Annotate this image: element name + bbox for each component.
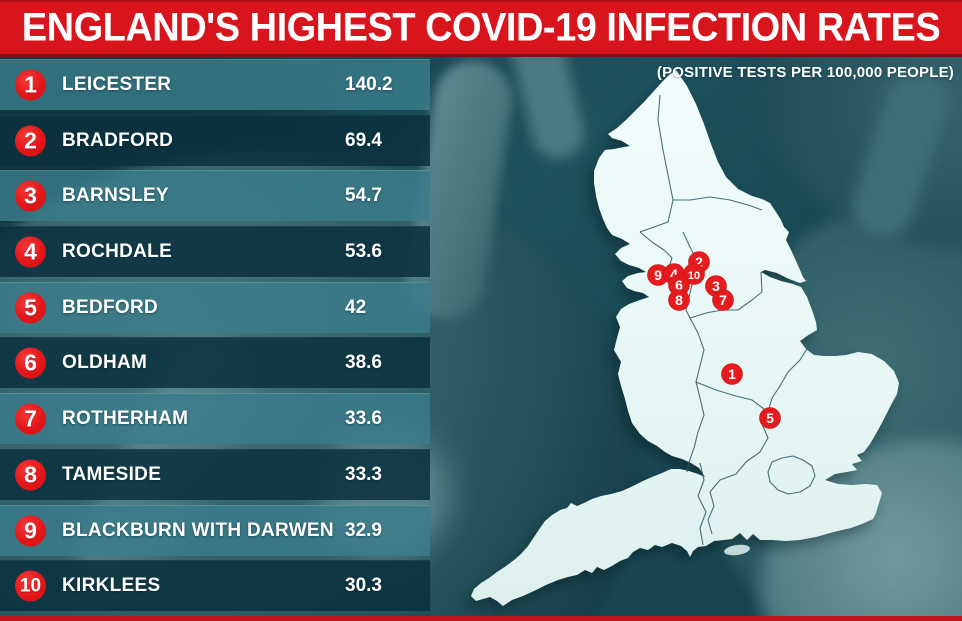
marker-number: 5 (766, 410, 774, 426)
infection-rate: 54.7 (345, 185, 382, 207)
rank-row-3: 3 BARNSLEY 54.7 (0, 170, 430, 222)
title-banner: ENGLAND'S HIGHEST COVID-19 INFECTION RAT… (0, 0, 962, 57)
area-name: BARNSLEY (62, 185, 169, 207)
page-title: ENGLAND'S HIGHEST COVID-19 INFECTION RAT… (21, 5, 941, 50)
area-name: ROTHERHAM (62, 408, 189, 430)
marker-number: 7 (719, 292, 727, 308)
infection-rate: 42 (345, 296, 367, 318)
marker-number: 8 (675, 292, 683, 308)
rank-row-2: 2 BRADFORD 69.4 (0, 114, 430, 166)
rank-row-5: 5 BEDFORD 42 (0, 281, 430, 333)
infection-rate: 69.4 (345, 129, 382, 151)
marker-number: 4 (670, 266, 678, 282)
rank-badge: 9 (15, 515, 46, 546)
infection-rate: 53.6 (345, 241, 382, 263)
rank-row-1: 1 LEICESTER 140.2 (0, 59, 430, 110)
area-name: BLACKBURN WITH DARWEN (62, 519, 334, 541)
infection-rate: 32.9 (345, 519, 382, 541)
marker-circle (668, 289, 690, 311)
rank-row-8: 8 TAMESIDE 33.3 (0, 448, 430, 500)
infection-rate: 33.6 (345, 408, 382, 430)
infection-rate: 33.3 (345, 463, 382, 485)
rank-badge: 6 (15, 347, 46, 379)
map-marker-6: 6 (668, 274, 690, 296)
bottom-red-strip (0, 616, 962, 621)
area-name: TAMESIDE (62, 463, 162, 485)
rank-badge: 1 (15, 69, 46, 101)
area-name: BEDFORD (62, 296, 159, 318)
england-outline (471, 70, 899, 606)
rank-row-4: 4 ROCHDALE 53.6 (0, 226, 430, 278)
rank-badge: 5 (15, 292, 46, 324)
area-name: ROCHDALE (62, 241, 173, 263)
map-marker-5: 5 (759, 407, 781, 429)
map-marker-9: 9 (647, 264, 669, 286)
infection-rate: 30.3 (345, 575, 382, 597)
map-marker-10: 10 (683, 263, 705, 285)
area-name: KIRKLEES (62, 575, 161, 597)
infection-rate: 140.2 (345, 74, 393, 95)
marker-number: 6 (675, 277, 683, 293)
map-marker-7: 7 (712, 289, 734, 311)
isle-of-wight (724, 544, 750, 556)
rank-badge: 3 (15, 180, 46, 212)
marker-number: 2 (695, 254, 703, 270)
map-marker-8: 8 (668, 289, 690, 311)
rank-badge: 2 (15, 125, 46, 157)
marker-number: 10 (688, 270, 700, 282)
area-name: BRADFORD (62, 129, 174, 151)
rank-badge: 8 (15, 459, 46, 491)
units-note: (POSITIVE TESTS PER 100,000 PEOPLE) (656, 64, 954, 81)
marker-number: 1 (728, 366, 736, 382)
map-marker-1: 1 (721, 363, 743, 385)
infection-rate-ranking-list: 1 LEICESTER 140.2 2 BRADFORD 69.4 3 BARN… (0, 59, 430, 612)
rank-badge: 7 (15, 403, 46, 435)
rank-badge: 4 (15, 236, 46, 268)
rank-row-10: 10 KIRKLEES 30.3 (0, 560, 430, 612)
rank-row-6: 6 OLDHAM 38.6 (0, 337, 430, 389)
infection-rate: 38.6 (345, 352, 382, 374)
rank-badge: 10 (15, 570, 46, 602)
rank-row-7: 7 ROTHERHAM 33.6 (0, 393, 430, 445)
marker-number: 9 (654, 267, 662, 283)
rank-row-9: 9 BLACKBURN WITH DARWEN 32.9 (0, 504, 430, 556)
area-name: LEICESTER (62, 74, 172, 95)
area-name: OLDHAM (62, 352, 148, 374)
